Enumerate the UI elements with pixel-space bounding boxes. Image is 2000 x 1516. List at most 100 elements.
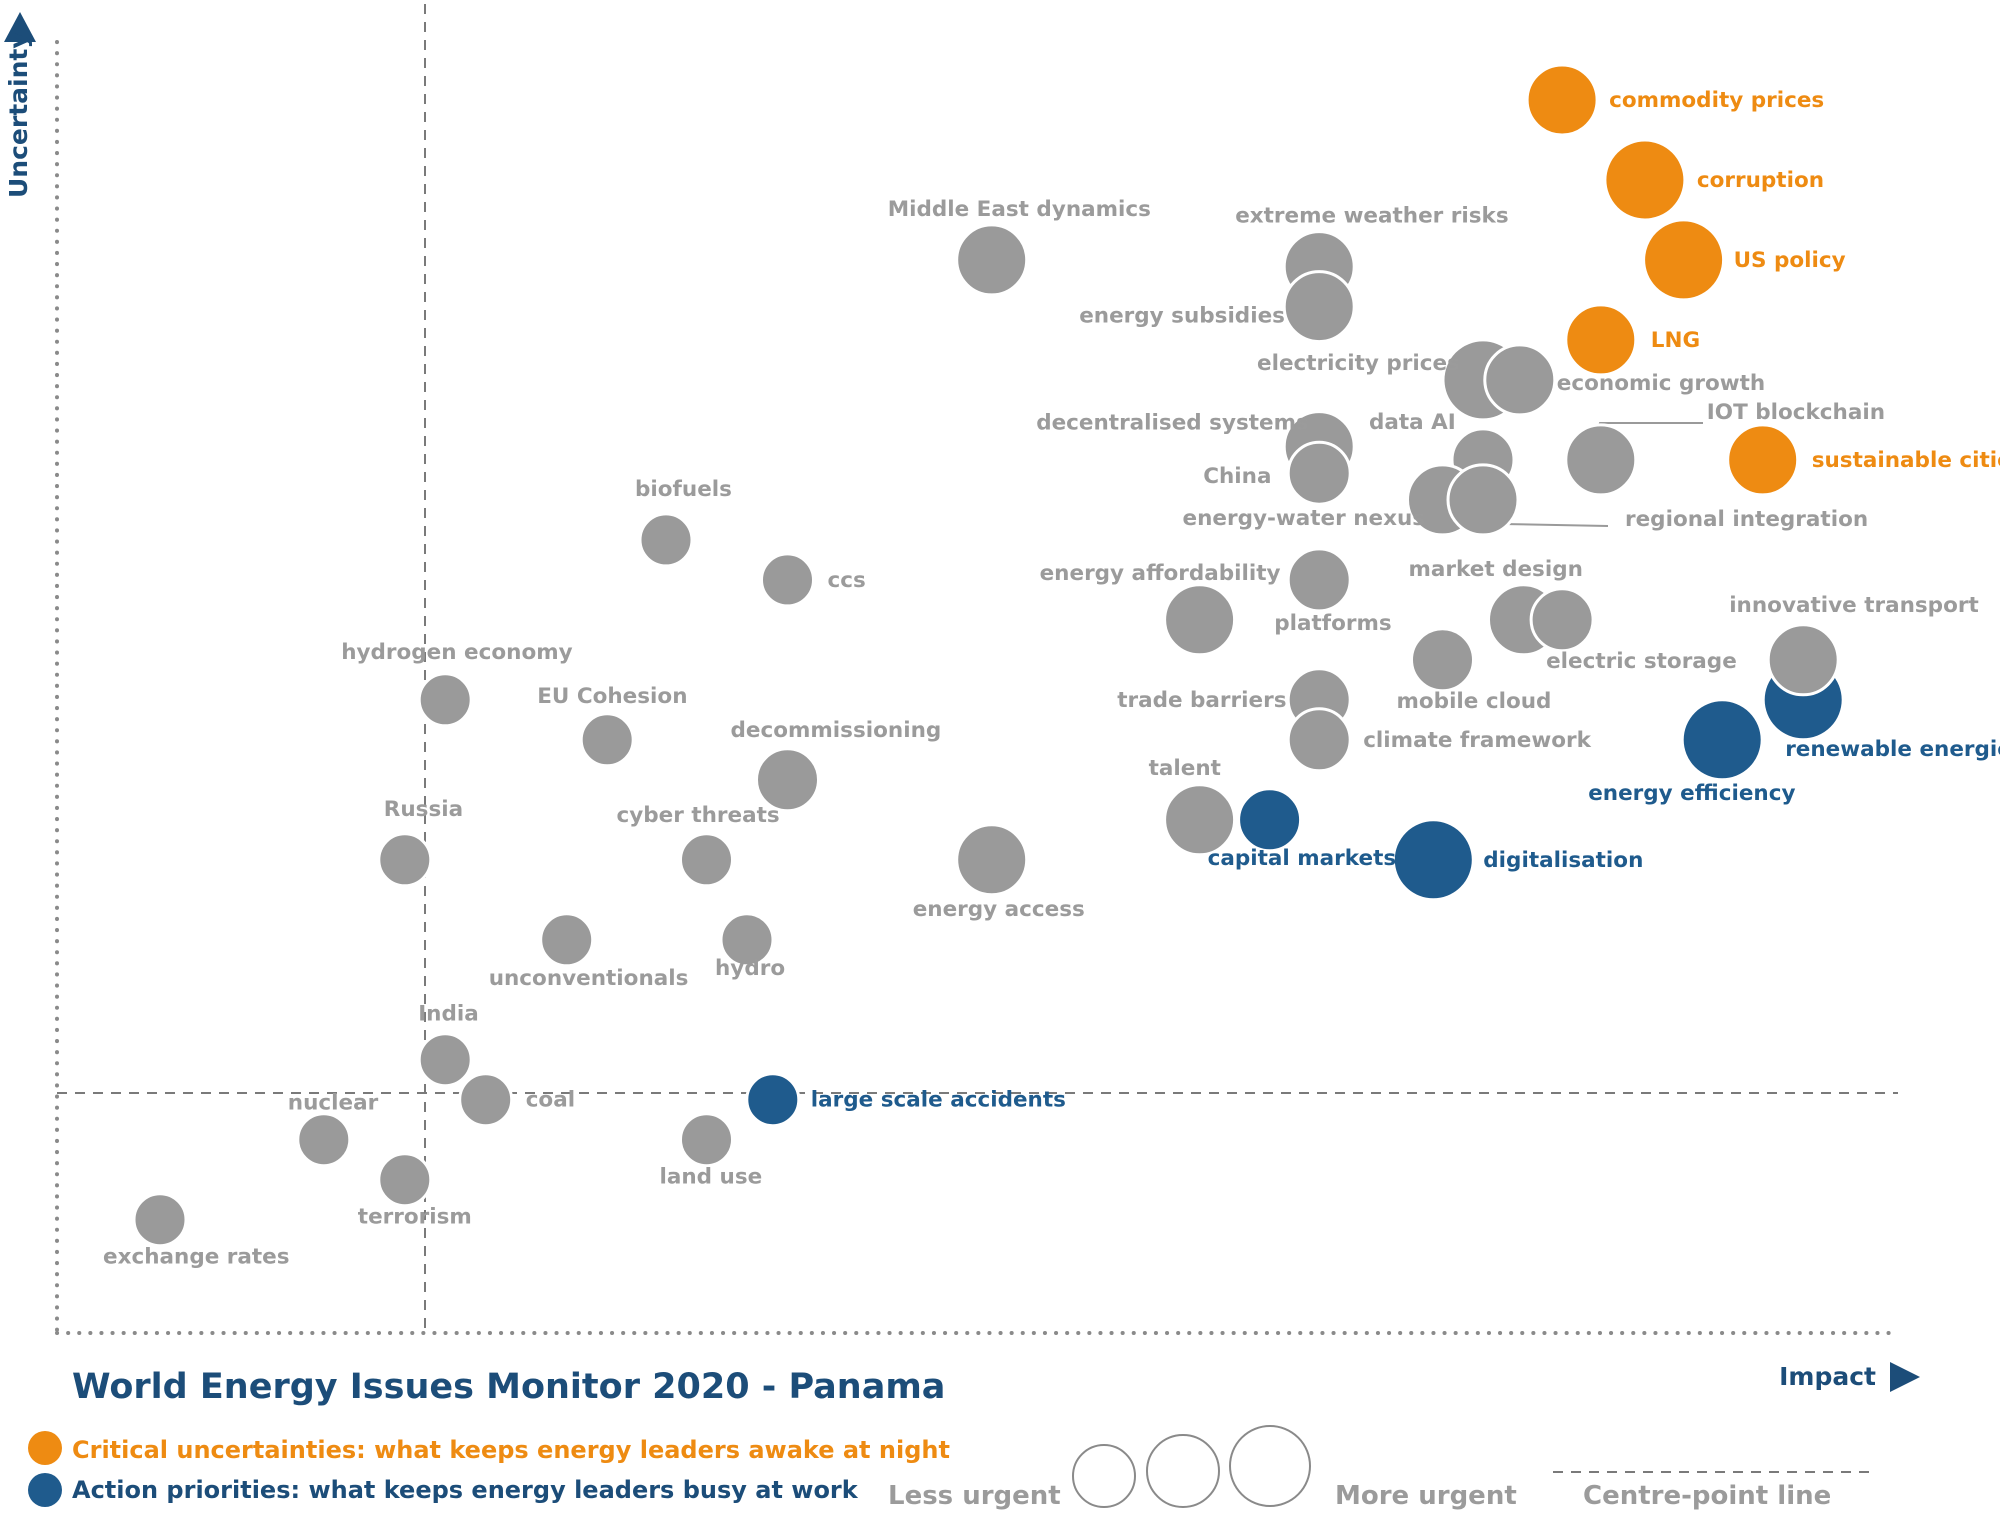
label-innovative-transport: innovative transport bbox=[1729, 593, 1979, 618]
bubble-india bbox=[417, 1032, 473, 1088]
bubble-russia bbox=[377, 832, 433, 888]
bubble-commodity-prices bbox=[1525, 63, 1599, 137]
label-mobile-cloud: mobile cloud bbox=[1397, 689, 1552, 714]
bubble-terrorism bbox=[377, 1152, 433, 1208]
label-exchange-rates: exchange rates bbox=[103, 1245, 290, 1270]
bubble-energy-efficiency bbox=[1680, 698, 1764, 782]
label-india: India bbox=[418, 1002, 479, 1027]
label-corruption: corruption bbox=[1697, 168, 1824, 193]
label-terrorism: terrorism bbox=[358, 1205, 472, 1230]
label-talent: talent bbox=[1149, 756, 1221, 781]
label-sustainable-cities: sustainable cities bbox=[1812, 448, 2000, 473]
bubble-unconventionals bbox=[539, 912, 595, 968]
label-ccs: ccs bbox=[828, 568, 866, 593]
bubble-talent bbox=[1163, 783, 1237, 857]
label-electric-storage: electric storage bbox=[1546, 649, 1737, 674]
label-energy-water-nexus: energy-water nexus bbox=[1183, 506, 1426, 531]
label-middle-east-dynamics: Middle East dynamics bbox=[888, 197, 1151, 222]
bubble-corruption bbox=[1603, 138, 1687, 222]
label-unconventionals: unconventionals bbox=[489, 966, 689, 991]
label-data-ai: data AI bbox=[1369, 410, 1456, 435]
label-biofuels: biofuels bbox=[635, 477, 732, 502]
legend-size-large bbox=[1229, 1425, 1311, 1507]
label-energy-subsidies: energy subsidies bbox=[1079, 304, 1285, 329]
bubble-coal bbox=[458, 1072, 514, 1128]
label-decentralised-systems: decentralised systems bbox=[1036, 411, 1309, 436]
label-nuclear: nuclear bbox=[288, 1091, 379, 1116]
bubble-china bbox=[1286, 440, 1352, 506]
legend-priority-label: Action priorities: what keeps energy lea… bbox=[72, 1476, 859, 1504]
legend-less-urgent: Less urgent bbox=[888, 1481, 1061, 1511]
label-hydrogen-economy: hydrogen economy bbox=[341, 640, 572, 665]
bubble-land-use bbox=[679, 1112, 734, 1168]
label-energy-access: energy access bbox=[913, 897, 1085, 922]
bubble-large-scale-accidents bbox=[745, 1072, 801, 1128]
y-axis-arrow-icon bbox=[4, 12, 36, 42]
label-regional-integration: regional integration bbox=[1625, 507, 1868, 532]
bubble-economic-growth bbox=[1483, 343, 1557, 417]
legend-priority-dot bbox=[28, 1473, 62, 1507]
label-large-scale-accidents: large scale accidents bbox=[811, 1088, 1066, 1113]
legend-more-urgent: More urgent bbox=[1335, 1481, 1517, 1511]
label-market-design: market design bbox=[1409, 557, 1583, 582]
legend-size-small bbox=[1072, 1444, 1136, 1508]
label-hydro: hydro bbox=[715, 956, 785, 981]
bubble-climate-framework bbox=[1286, 707, 1352, 773]
x-axis-label: Impact bbox=[1779, 1362, 1876, 1391]
bubble-middle-east-dynamics bbox=[955, 223, 1029, 297]
bubble-energy-affordability bbox=[1163, 583, 1237, 657]
x-axis-arrow-icon bbox=[1890, 1362, 1920, 1392]
label-trade-barriers: trade barriers bbox=[1117, 688, 1286, 713]
label-commodity-prices: commodity prices bbox=[1609, 88, 1824, 113]
y-axis-label: Uncertainty bbox=[4, 32, 33, 198]
bubble-iot-blockchain bbox=[1564, 423, 1638, 497]
bubble-nuclear bbox=[296, 1112, 352, 1168]
label-energy-affordability: energy affordability bbox=[1040, 561, 1281, 586]
label-energy-efficiency: energy efficiency bbox=[1588, 781, 1795, 806]
bubble-eu-cohesion bbox=[579, 712, 635, 768]
bubble-lng bbox=[1564, 303, 1638, 377]
bubble-biofuels bbox=[638, 512, 694, 568]
bubble-digitalisation bbox=[1391, 818, 1475, 902]
label-climate-framework: climate framework bbox=[1363, 728, 1591, 753]
label-us-policy: US policy bbox=[1734, 248, 1846, 273]
bubble-ccs bbox=[760, 552, 815, 608]
bubble-platforms bbox=[1286, 547, 1352, 613]
chart-title: World Energy Issues Monitor 2020 - Panam… bbox=[72, 1367, 945, 1407]
bubbles-group bbox=[132, 63, 1845, 1248]
bubble-regional-integration bbox=[1446, 463, 1520, 537]
bubble-us-policy bbox=[1642, 218, 1726, 302]
label-iot-blockchain: IOT blockchain bbox=[1707, 400, 1885, 425]
label-economic-growth: economic growth bbox=[1557, 371, 1765, 396]
legend-size-medium bbox=[1146, 1434, 1220, 1508]
bubble-energy-access bbox=[955, 823, 1029, 897]
label-electricity-prices: electricity prices bbox=[1257, 351, 1460, 376]
label-cyber-threats: cyber threats bbox=[617, 803, 780, 828]
bubble-mobile-cloud bbox=[1410, 627, 1475, 693]
bubble-hydro bbox=[719, 912, 775, 968]
bubble-energy-subsidies bbox=[1282, 270, 1356, 344]
legend-critical-dot bbox=[28, 1431, 62, 1465]
label-land-use: land use bbox=[660, 1165, 763, 1190]
bubble-capital-markets bbox=[1237, 787, 1303, 853]
bubble-innovative-transport bbox=[1766, 623, 1840, 697]
label-china: China bbox=[1203, 464, 1271, 489]
bubble-sustainable-cities bbox=[1726, 423, 1800, 497]
label-platforms: platforms bbox=[1274, 611, 1391, 636]
legend-critical-label: Critical uncertainties: what keeps energ… bbox=[72, 1436, 950, 1464]
label-digitalisation: digitalisation bbox=[1483, 848, 1643, 873]
bubble-decommissioning bbox=[755, 747, 820, 813]
bubble-electric-storage bbox=[1529, 587, 1595, 653]
bubble-hydrogen-economy bbox=[417, 672, 473, 728]
labels-group: commodity prices corruption US policy LNG su… bbox=[103, 88, 2000, 1270]
bubble-cyber-threats bbox=[679, 832, 734, 888]
label-extreme-weather-risks: extreme weather risks bbox=[1235, 204, 1508, 229]
label-renewable-energies: renewable energies bbox=[1785, 737, 2000, 762]
label-decommissioning: decommissioning bbox=[731, 718, 942, 743]
label-capital-markets: capital markets bbox=[1208, 846, 1397, 871]
label-lng: LNG bbox=[1651, 328, 1700, 353]
legend-centre-line-label: Centre-point line bbox=[1583, 1481, 1831, 1511]
label-eu-cohesion: EU Cohesion bbox=[537, 684, 687, 709]
bubble-exchange-rates bbox=[132, 1192, 188, 1248]
